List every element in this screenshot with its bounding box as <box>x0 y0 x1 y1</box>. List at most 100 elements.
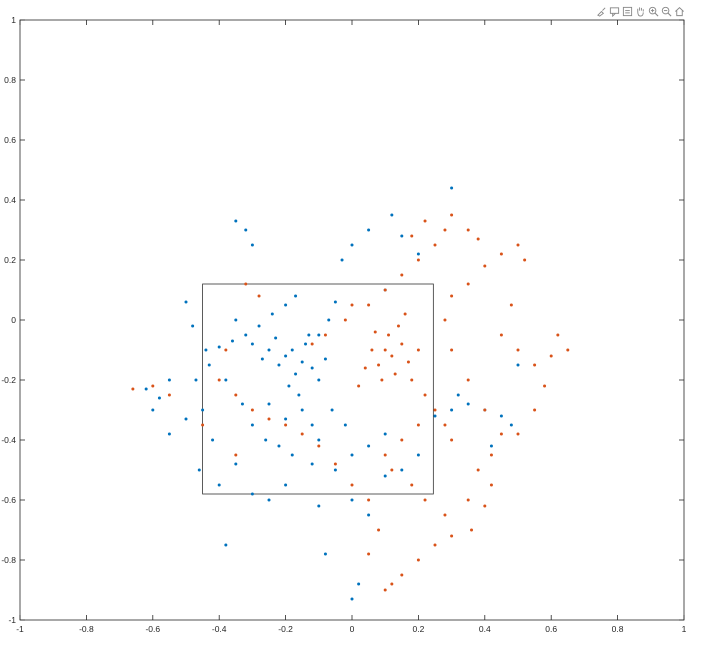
data-point <box>234 462 238 466</box>
data-point <box>191 324 195 328</box>
data-point <box>450 348 454 352</box>
data-point <box>433 543 437 547</box>
data-point <box>373 330 377 334</box>
data-point <box>310 342 314 346</box>
data-point <box>443 318 447 322</box>
data-point <box>466 378 470 382</box>
data-point <box>323 357 327 361</box>
data-point <box>466 228 470 232</box>
data-point <box>383 453 387 457</box>
data-point <box>167 432 171 436</box>
data-point <box>284 354 288 358</box>
data-point <box>307 333 311 337</box>
data-point <box>367 552 371 556</box>
data-point <box>400 573 404 577</box>
data-point <box>264 438 268 442</box>
data-point <box>476 468 480 472</box>
export-icon[interactable] <box>622 6 633 17</box>
data-point <box>144 387 148 391</box>
data-point <box>234 393 238 397</box>
data-point <box>377 528 381 532</box>
data-point <box>533 408 537 412</box>
data-point <box>516 363 520 367</box>
x-tick-label: -1 <box>16 624 24 634</box>
data-point <box>400 342 404 346</box>
data-point <box>489 453 493 457</box>
data-point <box>387 333 391 337</box>
data-point <box>340 258 344 262</box>
data-point <box>284 423 288 427</box>
data-point <box>310 462 314 466</box>
data-point <box>543 384 547 388</box>
data-point <box>416 453 420 457</box>
data-point <box>423 498 427 502</box>
data-point <box>290 348 294 352</box>
data-point <box>260 357 264 361</box>
data-point <box>566 348 570 352</box>
data-point <box>390 468 394 472</box>
home-icon[interactable] <box>674 6 685 17</box>
data-point <box>250 408 254 412</box>
data-point <box>250 423 254 427</box>
data-point <box>433 414 437 418</box>
data-point <box>350 483 354 487</box>
data-point <box>396 324 400 328</box>
pan-hand-icon[interactable] <box>635 6 646 17</box>
data-point <box>350 498 354 502</box>
data-point <box>499 252 503 256</box>
data-point <box>211 438 215 442</box>
x-tick-label: -0.2 <box>278 624 293 634</box>
data-point <box>390 354 394 358</box>
data-point <box>410 483 414 487</box>
datatip-icon[interactable] <box>609 6 620 17</box>
data-point <box>284 483 288 487</box>
y-tick-label: 0 <box>11 315 16 325</box>
zoom-out-icon[interactable] <box>661 6 672 17</box>
data-point <box>267 417 271 421</box>
data-point <box>367 228 371 232</box>
y-tick-label: 0.8 <box>4 75 16 85</box>
y-tick-label: 0.4 <box>4 195 16 205</box>
data-point <box>383 474 387 478</box>
data-point <box>367 303 371 307</box>
x-tick-label: 0.2 <box>412 624 424 634</box>
data-point <box>400 234 404 238</box>
data-point <box>489 483 493 487</box>
data-point <box>201 423 205 427</box>
brush-icon[interactable] <box>596 6 607 17</box>
data-point <box>333 468 337 472</box>
data-point <box>290 453 294 457</box>
data-point <box>380 378 384 382</box>
data-point <box>516 432 520 436</box>
x-axis-ticks: -1 -0.8 -0.6 -0.4 -0.2 0 0.2 0.4 0.6 0.8 1 <box>16 20 687 634</box>
data-point <box>406 360 410 364</box>
data-point <box>270 312 274 316</box>
data-point <box>234 453 238 457</box>
data-point <box>207 363 211 367</box>
x-tick-label: 0.6 <box>545 624 557 634</box>
data-point <box>516 243 520 247</box>
data-point <box>244 333 248 337</box>
data-point <box>416 348 420 352</box>
data-point <box>250 492 254 496</box>
data-point <box>300 408 304 412</box>
data-point <box>317 438 321 442</box>
data-point <box>377 363 381 367</box>
data-point <box>350 453 354 457</box>
x-tick-label: 0.8 <box>612 624 624 634</box>
data-point <box>327 318 331 322</box>
data-point <box>300 360 304 364</box>
data-point <box>470 528 474 532</box>
y-tick-label: -0.6 <box>1 495 16 505</box>
data-point <box>516 348 520 352</box>
zoom-in-icon[interactable] <box>648 6 659 17</box>
data-point <box>343 423 347 427</box>
data-point <box>410 378 414 382</box>
selection-rectangle <box>202 283 434 495</box>
data-point <box>240 402 244 406</box>
data-point <box>250 342 254 346</box>
data-point <box>317 378 321 382</box>
data-point <box>151 384 155 388</box>
data-point <box>230 339 234 343</box>
data-point <box>476 237 480 241</box>
